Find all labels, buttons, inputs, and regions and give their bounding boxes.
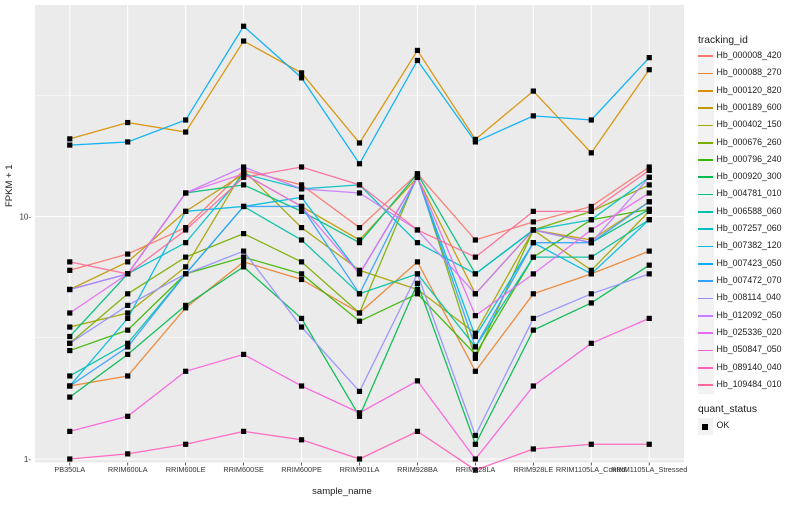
svg-text:10-: 10- [19, 212, 31, 221]
svg-text:RRIM928BA: RRIM928BA [397, 465, 438, 474]
svg-text:RRIM928LA: RRIM928LA [456, 465, 496, 474]
svg-text:RRIM600PE: RRIM600PE [281, 465, 322, 474]
svg-text:RRIM1105LA_Stressed: RRIM1105LA_Stressed [611, 465, 687, 474]
svg-text:RRIM928LE: RRIM928LE [513, 465, 553, 474]
svg-text:PB350LA: PB350LA [54, 465, 85, 474]
svg-text:1-: 1- [24, 455, 31, 464]
svg-text:RRIM901LA: RRIM901LA [340, 465, 380, 474]
svg-text:RRIM600SE: RRIM600SE [223, 465, 264, 474]
svg-text:RRIM600LA: RRIM600LA [108, 465, 148, 474]
svg-text:RRIM600LE: RRIM600LE [166, 465, 206, 474]
